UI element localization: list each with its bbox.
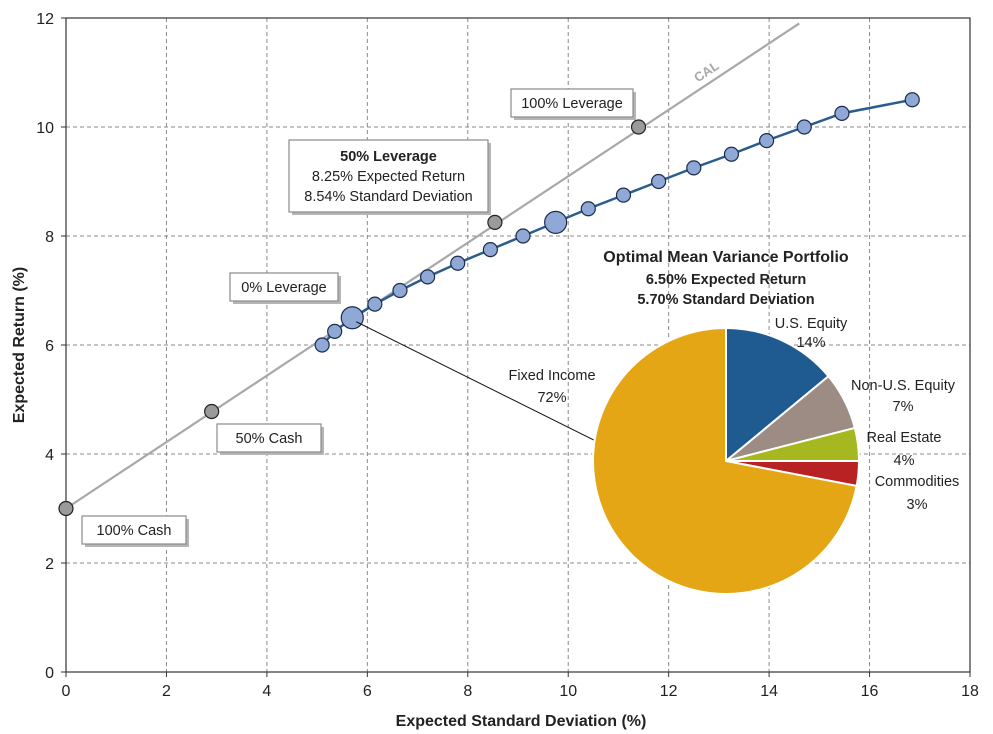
annotation-text: 50% Leverage xyxy=(340,149,437,165)
y-tick-label: 4 xyxy=(45,447,54,464)
y-tick-label: 8 xyxy=(45,229,54,246)
annotation-text: 8.25% Expected Return xyxy=(312,169,465,185)
x-tick-label: 10 xyxy=(559,683,577,700)
annotation-text: 50% Cash xyxy=(236,431,303,447)
annotation-box xyxy=(288,139,489,213)
pie-slice-name: Real Estate xyxy=(867,430,942,446)
y-tick-label: 12 xyxy=(36,11,54,28)
frontier-point xyxy=(723,146,740,162)
allocation-pie: U.S. Equity 14% Non-U.S. Equity 7% Real Esta… xyxy=(508,316,960,595)
frontier-line xyxy=(321,98,913,346)
frontier-point xyxy=(544,210,568,234)
cal-point xyxy=(58,500,74,517)
annotations: 100% Leverage 50% Leverage 8.25% Expected … xyxy=(81,88,636,547)
annotation-box xyxy=(510,88,634,118)
pie-slice-value: 4% xyxy=(894,453,915,469)
frontier-point xyxy=(367,296,383,312)
frontier-point xyxy=(515,228,531,244)
x-tick-label: 2 xyxy=(162,683,171,700)
efficient-frontier xyxy=(314,92,920,353)
pie-slice-value: 14% xyxy=(796,335,825,351)
annotation-box xyxy=(81,515,187,545)
cal-point xyxy=(204,403,220,420)
frontier-point xyxy=(834,105,850,121)
cal-point xyxy=(630,119,647,135)
frontier-point xyxy=(482,242,498,258)
pie-slice-name: Commodities xyxy=(875,474,960,490)
frontier-point xyxy=(758,133,775,149)
y-axis-title: Expected Return (%) xyxy=(11,267,28,423)
pie-slice-value: 7% xyxy=(893,399,914,415)
pie-slice-name: U.S. Equity xyxy=(775,316,848,332)
frontier-point xyxy=(651,173,667,190)
x-tick-label: 12 xyxy=(660,683,678,700)
y-tick-label: 6 xyxy=(45,338,54,355)
x-tick-label: 18 xyxy=(961,683,979,700)
frontier-point xyxy=(686,160,702,176)
pie-title: Optimal Mean Variance Portfolio xyxy=(603,249,849,266)
cal-line-path xyxy=(65,22,800,510)
frontier-point xyxy=(796,119,812,135)
frontier-point xyxy=(450,255,466,271)
pie-slice-name: Non-U.S. Equity xyxy=(851,378,956,394)
annotation-box xyxy=(216,423,322,453)
frontier-point xyxy=(327,323,343,339)
x-tick-label: 8 xyxy=(463,683,472,700)
annotation-text: 8.54% Standard Deviation xyxy=(304,189,472,205)
annotation-box xyxy=(229,272,339,302)
annotation-text: 100% Leverage xyxy=(521,96,623,112)
pie-slice-value: 3% xyxy=(907,497,928,513)
x-tick-label: 0 xyxy=(62,683,71,700)
frontier-point xyxy=(615,187,632,203)
pie-subtitle-line-2: 5.70% Standard Deviation xyxy=(637,292,814,308)
x-tick-label: 6 xyxy=(363,683,372,700)
cal-label: CAL xyxy=(691,58,722,85)
frontier-point xyxy=(314,337,330,353)
y-tick-label: 10 xyxy=(36,120,54,137)
annotation-text: 100% Cash xyxy=(97,523,172,539)
x-axis-title: Expected Standard Deviation (%) xyxy=(396,713,647,730)
frontier-point xyxy=(904,92,920,108)
pie-slice xyxy=(725,326,830,464)
frontier-point xyxy=(392,282,408,299)
x-tick-label: 14 xyxy=(760,683,778,700)
cal-line: CAL xyxy=(58,22,800,517)
frontier-point xyxy=(420,269,436,285)
pie-slice-name: Fixed Income xyxy=(508,368,595,384)
axes: 0 2 4 6 8 10 12 14 16 18 0 2 4 6 8 10 12 xyxy=(36,11,979,700)
y-tick-label: 2 xyxy=(45,556,54,573)
frontier-point xyxy=(340,306,364,330)
y-tick-label: 0 xyxy=(45,665,54,682)
pie-slice xyxy=(592,326,858,595)
annotation-text: 0% Leverage xyxy=(241,280,326,296)
frontier-point xyxy=(580,201,596,217)
pie-subtitle-line-1: 6.50% Expected Return xyxy=(646,272,806,288)
cal-point xyxy=(487,214,503,230)
x-tick-label: 16 xyxy=(861,683,879,700)
pie-slice-value: 72% xyxy=(537,390,566,406)
x-tick-label: 4 xyxy=(262,683,271,700)
